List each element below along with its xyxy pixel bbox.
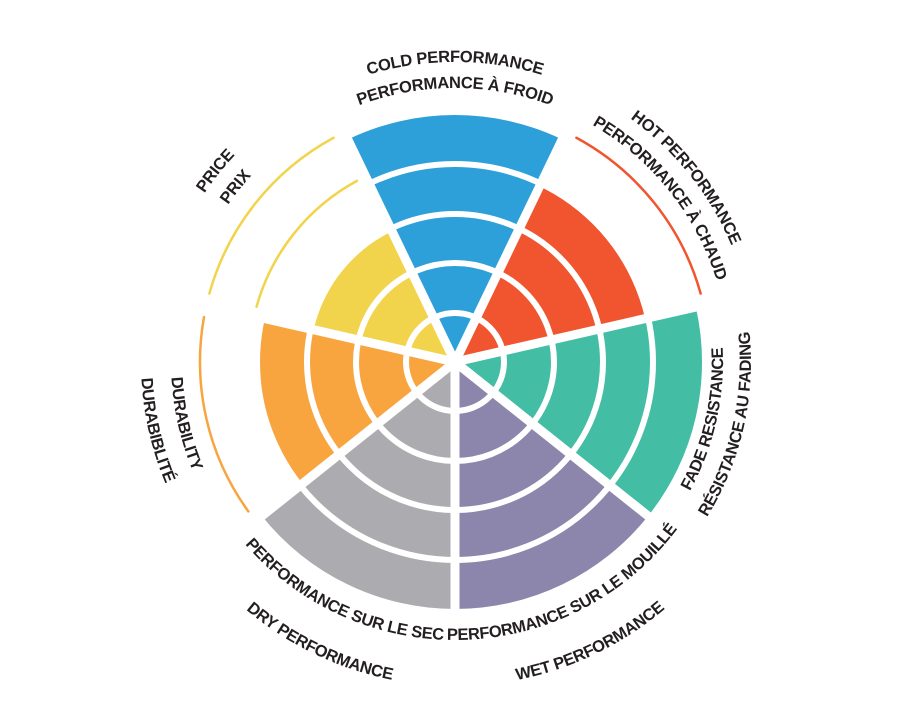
max-scale-arc-price-ring4 [255, 179, 359, 308]
label-durability-line2: DURABILITY [167, 376, 206, 473]
wedge-fade-resistance [455, 307, 703, 516]
wedge-separator-1 [450, 135, 568, 364]
max-scale-arc-hot-performance-ring5 [575, 136, 702, 295]
max-scale-arc-durability-ring5 [198, 315, 250, 513]
wedge-separator-6 [211, 302, 457, 367]
wedge-wet-performance [455, 362, 649, 609]
wedge-cold-performance [347, 114, 563, 363]
max-scale-arc-price-ring5 [208, 136, 335, 295]
label-cold-performance-line2: PERFORMANCE À FROID [354, 74, 556, 109]
wedge-separator-0 [342, 135, 460, 364]
label-hot-performance-line1: HOT PERFORMANCE [628, 107, 744, 247]
label-wet-performance-line2: WET PERFORMANCE [514, 598, 668, 684]
wedge-separator-3 [452, 358, 653, 521]
wedge-dry-performance [261, 362, 455, 609]
label-dry-performance-line2: DRY PERFORMANCE [243, 599, 394, 684]
wedge-separator-5 [257, 358, 458, 521]
wedge-separator-2 [453, 302, 699, 367]
